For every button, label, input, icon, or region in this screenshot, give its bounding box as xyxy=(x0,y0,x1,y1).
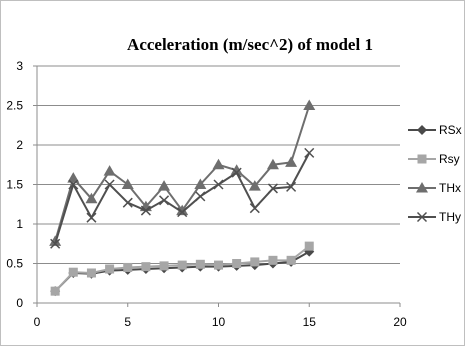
data-point-thx xyxy=(303,99,316,110)
data-point-thx xyxy=(176,204,189,216)
data-point-thx xyxy=(85,192,98,204)
data-point-thy xyxy=(231,167,242,178)
data-point-thy xyxy=(122,197,133,208)
series-thy xyxy=(50,147,315,249)
y-tick-label: 1 xyxy=(16,217,23,231)
y-tick-label: 0.5 xyxy=(6,257,23,271)
data-point-thy xyxy=(286,181,297,192)
data-point-thx xyxy=(266,158,279,170)
data-point-thy xyxy=(213,179,224,190)
data-point-thx xyxy=(212,158,225,170)
data-point-rsy xyxy=(232,259,242,268)
data-point-rsy xyxy=(177,260,187,270)
data-point-thx xyxy=(230,164,243,175)
data-point-rsy xyxy=(268,255,278,265)
legend-item-thy: THy xyxy=(408,210,461,224)
data-point-thy xyxy=(140,205,151,216)
data-point-thx xyxy=(121,178,134,189)
legend-item-thx: THx xyxy=(408,181,461,195)
series-thx xyxy=(49,99,316,246)
data-point-rsy xyxy=(214,260,223,270)
series-line-thx xyxy=(54,105,311,242)
legend-item-rsy: Rsy xyxy=(408,152,460,166)
data-point-thx xyxy=(285,156,298,167)
x-tick-label: 10 xyxy=(212,315,226,329)
data-point-rsy xyxy=(286,255,296,265)
legend-label-thx: THx xyxy=(439,181,461,195)
series-rsy xyxy=(50,241,314,296)
y-tick-label: 1.5 xyxy=(6,178,23,192)
legend-label-rsy: Rsy xyxy=(439,152,460,166)
legend-label-thy: THy xyxy=(439,210,461,224)
data-point-rsy xyxy=(50,286,60,296)
legend: RSx Rsy THx THy xyxy=(408,123,462,224)
data-point-thx xyxy=(158,180,171,191)
data-point-rsy xyxy=(250,257,260,267)
data-point-thy xyxy=(177,207,188,218)
legend-label-rsx: RSx xyxy=(439,123,462,137)
data-point-rsy xyxy=(68,267,78,277)
y-tick-labels: 0 0.5 1 1.5 2 2.5 3 xyxy=(6,59,23,310)
data-point-rsy xyxy=(195,259,205,269)
gridlines xyxy=(37,65,400,264)
legend-item-rsx: RSx xyxy=(408,123,462,137)
legend-marker-thy xyxy=(416,211,428,223)
chart-title: Acceleration (m/sec^2) of model 1 xyxy=(127,35,373,54)
data-point-thy xyxy=(195,191,206,202)
data-point-thy xyxy=(50,238,61,249)
y-tick-label: 2 xyxy=(16,138,23,152)
data-point-thy xyxy=(68,179,79,190)
data-point-thy xyxy=(304,147,315,158)
y-tick-label: 0 xyxy=(16,296,23,310)
data-point-thy xyxy=(267,183,278,194)
data-point-rsy xyxy=(141,262,151,272)
data-point-rsy xyxy=(105,264,115,274)
data-point-thy xyxy=(104,179,115,190)
legend-marker-rsx xyxy=(417,125,427,135)
legend-marker-thx xyxy=(416,182,428,193)
x-tick-label: 15 xyxy=(303,315,317,329)
axes xyxy=(33,65,401,307)
data-point-rsy xyxy=(123,262,133,272)
data-point-thx xyxy=(194,178,207,189)
data-point-thx xyxy=(67,172,80,183)
x-tick-labels: 0 5 10 15 20 xyxy=(34,315,407,329)
x-tick-label: 5 xyxy=(124,315,131,329)
data-point-thy xyxy=(159,195,170,206)
data-point-thx xyxy=(103,165,116,176)
data-point-thx xyxy=(248,180,261,191)
y-tick-label: 3 xyxy=(16,59,23,73)
y-tick-label: 2.5 xyxy=(6,99,23,113)
data-point-thy xyxy=(86,212,97,223)
data-point-thy xyxy=(249,203,260,214)
x-tick-label: 20 xyxy=(393,315,407,329)
x-tick-label: 0 xyxy=(34,315,41,329)
legend-marker-rsy xyxy=(417,154,427,164)
series-group xyxy=(49,99,316,297)
data-point-rsy xyxy=(304,241,314,251)
data-point-rsy xyxy=(86,268,96,278)
data-point-rsy xyxy=(159,261,169,271)
